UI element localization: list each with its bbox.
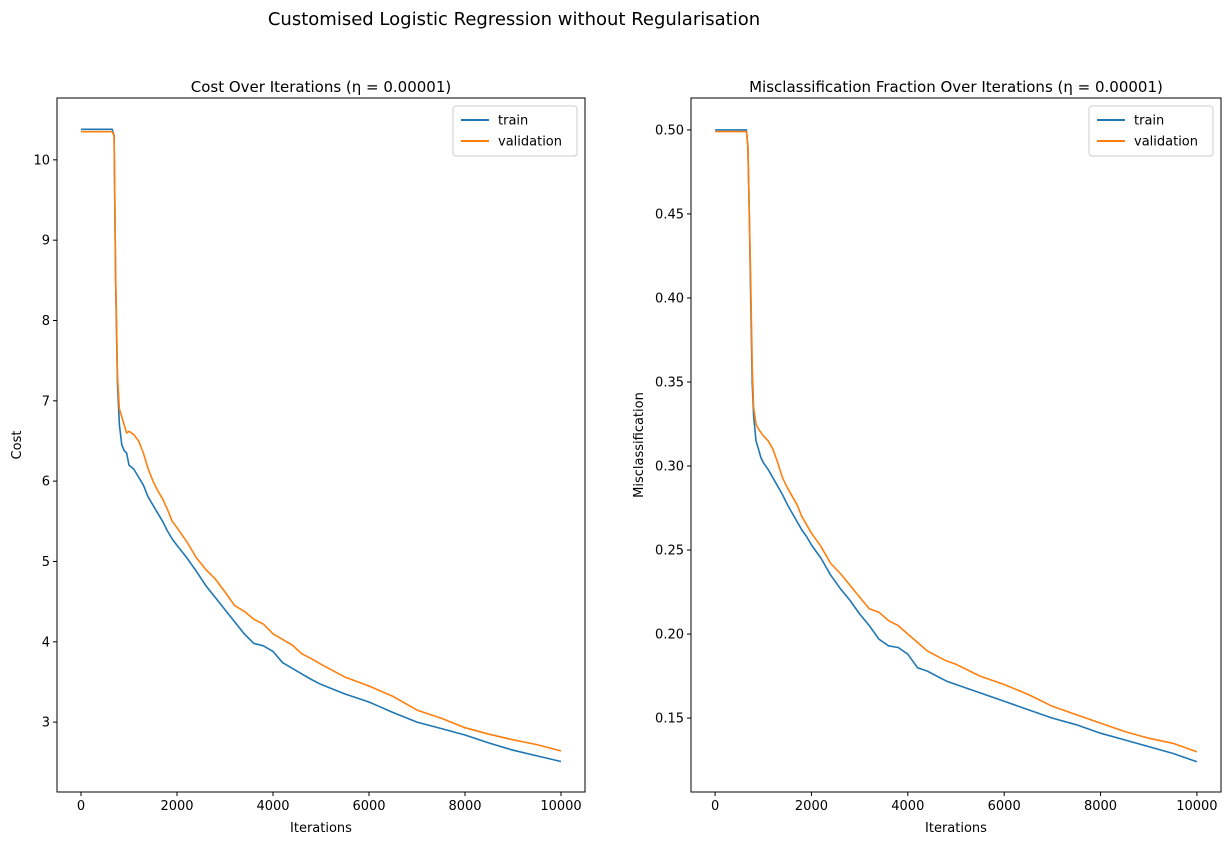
cost-plot-frame <box>56 97 586 793</box>
cost-series-line-validation <box>81 130 562 752</box>
misclass-y-tick-label: 0.15 <box>655 712 684 727</box>
cost-series-line-train <box>81 128 562 763</box>
misclass-legend: train validation <box>1088 105 1214 157</box>
misclass-x-tick-label: 4000 <box>891 799 924 814</box>
misclass-x-tick-label: 6000 <box>988 799 1021 814</box>
figure-title: Customised Logistic Regression without R… <box>268 9 760 30</box>
cost-y-tick-label: 3 <box>42 716 50 731</box>
cost-y-tick-label: 10 <box>33 153 50 168</box>
cost-x-tick-label: 0 <box>77 799 85 814</box>
misclass-legend-label-validation: validation <box>1134 135 1198 150</box>
cost-y-tick-label: 8 <box>42 314 50 329</box>
misclassification-chart: Misclassification Fraction Over Iteratio… <box>632 78 1222 836</box>
cost-legend-label-validation: validation <box>498 135 562 150</box>
cost-x-tick-label: 6000 <box>352 799 385 814</box>
cost-legend: train validation <box>452 105 578 157</box>
misclass-y-tick-label: 0.40 <box>655 291 684 306</box>
cost-chart-title: Cost Over Iterations (η = 0.00001) <box>191 78 452 96</box>
cost-y-tick-label: 6 <box>42 475 50 490</box>
misclass-y-tick-label: 0.45 <box>655 207 684 222</box>
misclass-chart-title: Misclassification Fraction Over Iteratio… <box>749 78 1163 96</box>
misclass-x-tick-label: 10000 <box>1176 799 1217 814</box>
misclass-x-tick-label: 8000 <box>1084 799 1117 814</box>
misclass-y-tick-label: 0.25 <box>655 544 684 559</box>
misclass-x-tick-label: 0 <box>711 799 719 814</box>
cost-y-axis-label: Cost <box>10 431 25 460</box>
misclass-x-axis-label: Iterations <box>925 821 987 836</box>
cost-y-tick-label: 7 <box>42 394 50 409</box>
cost-legend-box <box>452 105 578 157</box>
misclass-y-tick-label: 0.20 <box>655 628 684 643</box>
misclass-legend-label-train: train <box>1134 114 1164 129</box>
cost-x-axis-label: Iterations <box>290 821 352 836</box>
cost-y-tick-label: 4 <box>42 635 50 650</box>
misclass-x-tick-label: 2000 <box>795 799 828 814</box>
cost-chart: Cost Over Iterations (η = 0.00001) 0 2000 4… <box>10 78 586 836</box>
misclass-series-line-train <box>715 129 1198 763</box>
cost-y-tick-label: 9 <box>42 234 50 249</box>
misclass-series-line-validation <box>715 130 1198 753</box>
misclass-y-tick-label: 0.35 <box>655 375 684 390</box>
cost-x-tick-label: 10000 <box>540 799 581 814</box>
misclass-y-tick-label: 0.30 <box>655 460 684 475</box>
cost-x-tick-label: 2000 <box>160 799 193 814</box>
misclass-plot-frame <box>690 97 1222 793</box>
cost-y-tick-label: 5 <box>42 555 50 570</box>
misclass-y-tick-label: 0.50 <box>655 123 684 138</box>
cost-legend-label-train: train <box>498 114 528 129</box>
misclass-y-axis-label: Misclassification <box>632 392 647 498</box>
cost-x-tick-label: 4000 <box>256 799 289 814</box>
misclass-legend-box <box>1088 105 1214 157</box>
cost-x-tick-label: 8000 <box>448 799 481 814</box>
